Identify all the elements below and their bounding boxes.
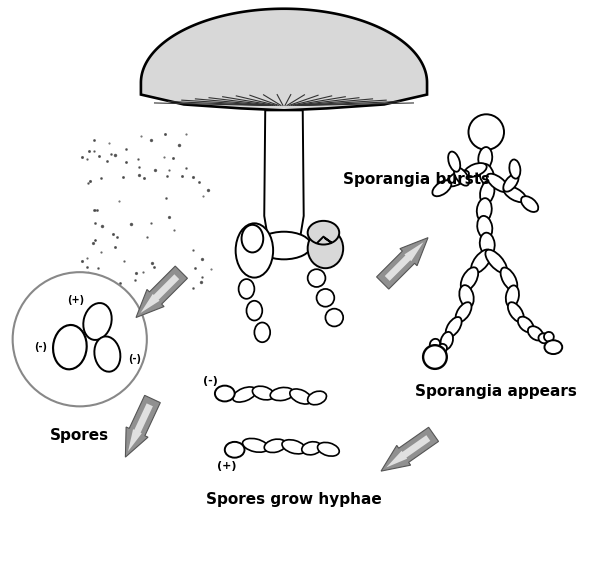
Ellipse shape [257,232,311,259]
Ellipse shape [270,387,294,401]
Ellipse shape [215,386,235,401]
Ellipse shape [433,180,451,196]
Polygon shape [128,403,153,451]
Ellipse shape [503,174,518,192]
Ellipse shape [325,308,343,327]
Ellipse shape [479,164,494,186]
Polygon shape [125,395,160,457]
Ellipse shape [485,250,507,273]
Ellipse shape [94,336,121,372]
Ellipse shape [461,267,478,291]
Text: Spores: Spores [50,428,109,443]
Ellipse shape [302,442,322,455]
Ellipse shape [440,332,453,349]
Ellipse shape [308,229,343,268]
Ellipse shape [480,180,494,204]
Text: Spores grow hyphae: Spores grow hyphae [206,492,382,507]
Ellipse shape [518,316,533,332]
Ellipse shape [242,439,268,452]
Ellipse shape [242,225,263,253]
Ellipse shape [508,302,524,322]
Ellipse shape [254,323,270,342]
Ellipse shape [236,223,273,278]
Text: Sporangia appears: Sporangia appears [415,384,577,399]
Ellipse shape [435,344,447,354]
Polygon shape [136,266,187,318]
Ellipse shape [544,340,562,354]
Text: (+): (+) [67,295,85,305]
Ellipse shape [487,174,508,192]
Ellipse shape [460,285,474,307]
Ellipse shape [500,267,517,291]
Ellipse shape [455,302,472,322]
Ellipse shape [430,339,440,349]
Ellipse shape [308,221,339,245]
Ellipse shape [538,333,550,343]
Ellipse shape [478,147,492,170]
Ellipse shape [282,440,306,454]
Ellipse shape [528,326,544,340]
Text: (+): (+) [217,460,236,471]
Ellipse shape [308,269,325,287]
Ellipse shape [521,196,538,212]
Polygon shape [140,274,179,313]
Ellipse shape [464,163,487,177]
Ellipse shape [471,249,491,273]
Ellipse shape [477,216,493,238]
Ellipse shape [83,303,112,340]
Ellipse shape [53,325,86,369]
Ellipse shape [239,279,254,299]
Circle shape [13,272,147,406]
Text: Sporangia bursts: Sporangia bursts [343,172,490,187]
Text: (-): (-) [128,354,142,364]
Circle shape [423,345,447,369]
Ellipse shape [446,171,469,187]
Ellipse shape [233,387,256,402]
Ellipse shape [308,391,326,405]
Ellipse shape [446,317,461,337]
Text: (-): (-) [203,376,217,386]
Polygon shape [386,435,430,468]
Polygon shape [264,110,304,246]
Ellipse shape [264,439,286,452]
Ellipse shape [509,159,520,179]
Ellipse shape [503,186,526,202]
Circle shape [469,114,504,150]
Polygon shape [141,9,427,110]
Ellipse shape [480,233,495,255]
Ellipse shape [477,198,492,222]
Ellipse shape [430,344,440,354]
Ellipse shape [506,286,519,307]
Ellipse shape [448,151,460,172]
Polygon shape [381,427,439,471]
Text: (-): (-) [34,342,47,352]
Ellipse shape [247,301,262,320]
Ellipse shape [317,443,339,456]
Polygon shape [377,238,428,289]
Ellipse shape [544,332,554,341]
Ellipse shape [317,289,334,307]
Ellipse shape [454,167,469,185]
Ellipse shape [290,389,312,404]
Ellipse shape [225,442,245,457]
Ellipse shape [253,386,274,400]
Polygon shape [385,242,424,281]
